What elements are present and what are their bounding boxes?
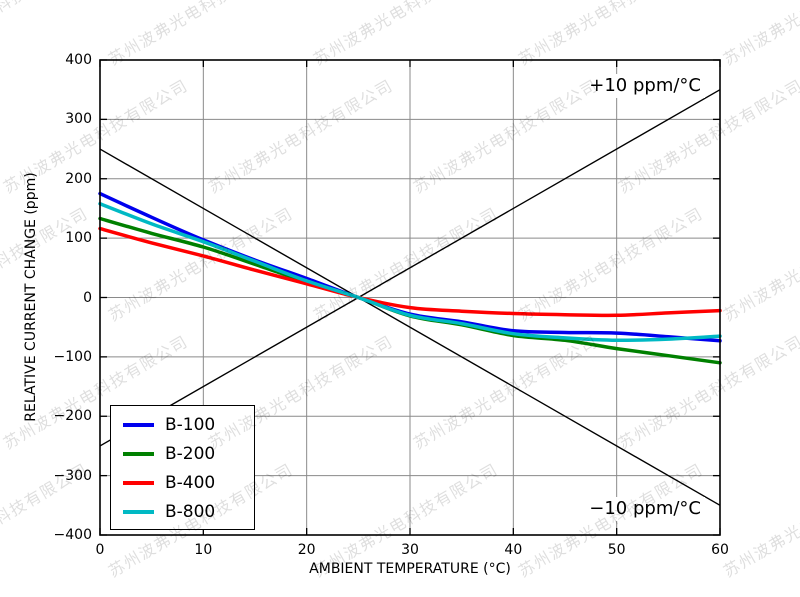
plot-border — [99, 59, 721, 536]
x-tick-label: 50 — [607, 542, 626, 558]
x-tick-label: 40 — [504, 542, 523, 558]
legend-item: B-100 — [123, 415, 254, 435]
x-tick-label: 0 — [95, 542, 105, 558]
legend-label: B-800 — [165, 502, 216, 522]
plot-canvas — [98, 59, 722, 536]
watermark-text: 苏州波弗光电科技有限公司 — [720, 0, 800, 70]
legend-label: B-100 — [165, 415, 216, 435]
legend-label: B-200 — [165, 444, 216, 464]
reference-line — [99, 89, 721, 447]
y-tick-label: 0 — [83, 289, 92, 306]
legend-line-swatch — [123, 510, 154, 514]
legend-item: B-400 — [123, 473, 254, 493]
y-tick-label: 300 — [65, 111, 92, 128]
y-tick-label: −400 — [53, 527, 92, 543]
y-tick-label: −300 — [53, 467, 92, 484]
reference-line-label: −10 ppm/°C — [585, 497, 705, 521]
y-tick-label: −100 — [53, 348, 92, 365]
y-tick-label: −200 — [53, 408, 92, 425]
reference-line — [99, 148, 721, 506]
legend-item: B-200 — [123, 444, 254, 464]
y-tick-label: 400 — [65, 52, 92, 68]
x-tick-label: 60 — [711, 542, 729, 558]
series-line-b-800 — [98, 201, 722, 343]
legend-item: B-800 — [123, 502, 254, 522]
x-tick-label: 20 — [297, 542, 316, 558]
x-axis-title: AMBIENT TEMPERATURE (°C) — [309, 561, 511, 577]
legend-label: B-400 — [165, 473, 216, 493]
reference-line-label: +10 ppm/°C — [585, 74, 705, 98]
plot-area: 0 10 20 30 40 50 60 400 300 200 100 0 −100 −200 −300 −… — [54, 52, 729, 558]
legend: B-100 B-200 B-400 B-800 — [110, 405, 255, 530]
y-tick-label: 100 — [65, 230, 92, 247]
x-tick-label: 30 — [401, 542, 419, 558]
x-tick-label: 10 — [194, 542, 213, 558]
watermark-text: 苏州波弗光电科技有限公司 — [720, 459, 800, 582]
legend-line-swatch — [123, 423, 154, 427]
y-tick-label: 200 — [65, 170, 92, 187]
watermark-text: 苏州波弗光电科技有限公司 — [720, 203, 800, 326]
series-line-b-400 — [98, 226, 722, 318]
legend-line-swatch — [123, 481, 154, 485]
legend-line-swatch — [123, 452, 154, 456]
watermark-text: 苏州波弗光电科技有限公司 — [0, 203, 92, 326]
